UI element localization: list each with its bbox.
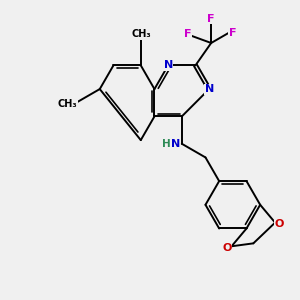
Text: F: F bbox=[207, 14, 215, 24]
Text: N: N bbox=[205, 84, 214, 94]
Text: F: F bbox=[229, 28, 236, 38]
Text: N: N bbox=[164, 60, 173, 70]
Text: O: O bbox=[222, 243, 232, 253]
Text: H: H bbox=[162, 139, 171, 149]
Text: CH₃: CH₃ bbox=[132, 29, 151, 39]
Text: O: O bbox=[275, 219, 284, 229]
Text: CH₃: CH₃ bbox=[58, 99, 78, 109]
Text: F: F bbox=[184, 29, 192, 39]
Text: N: N bbox=[171, 139, 180, 149]
